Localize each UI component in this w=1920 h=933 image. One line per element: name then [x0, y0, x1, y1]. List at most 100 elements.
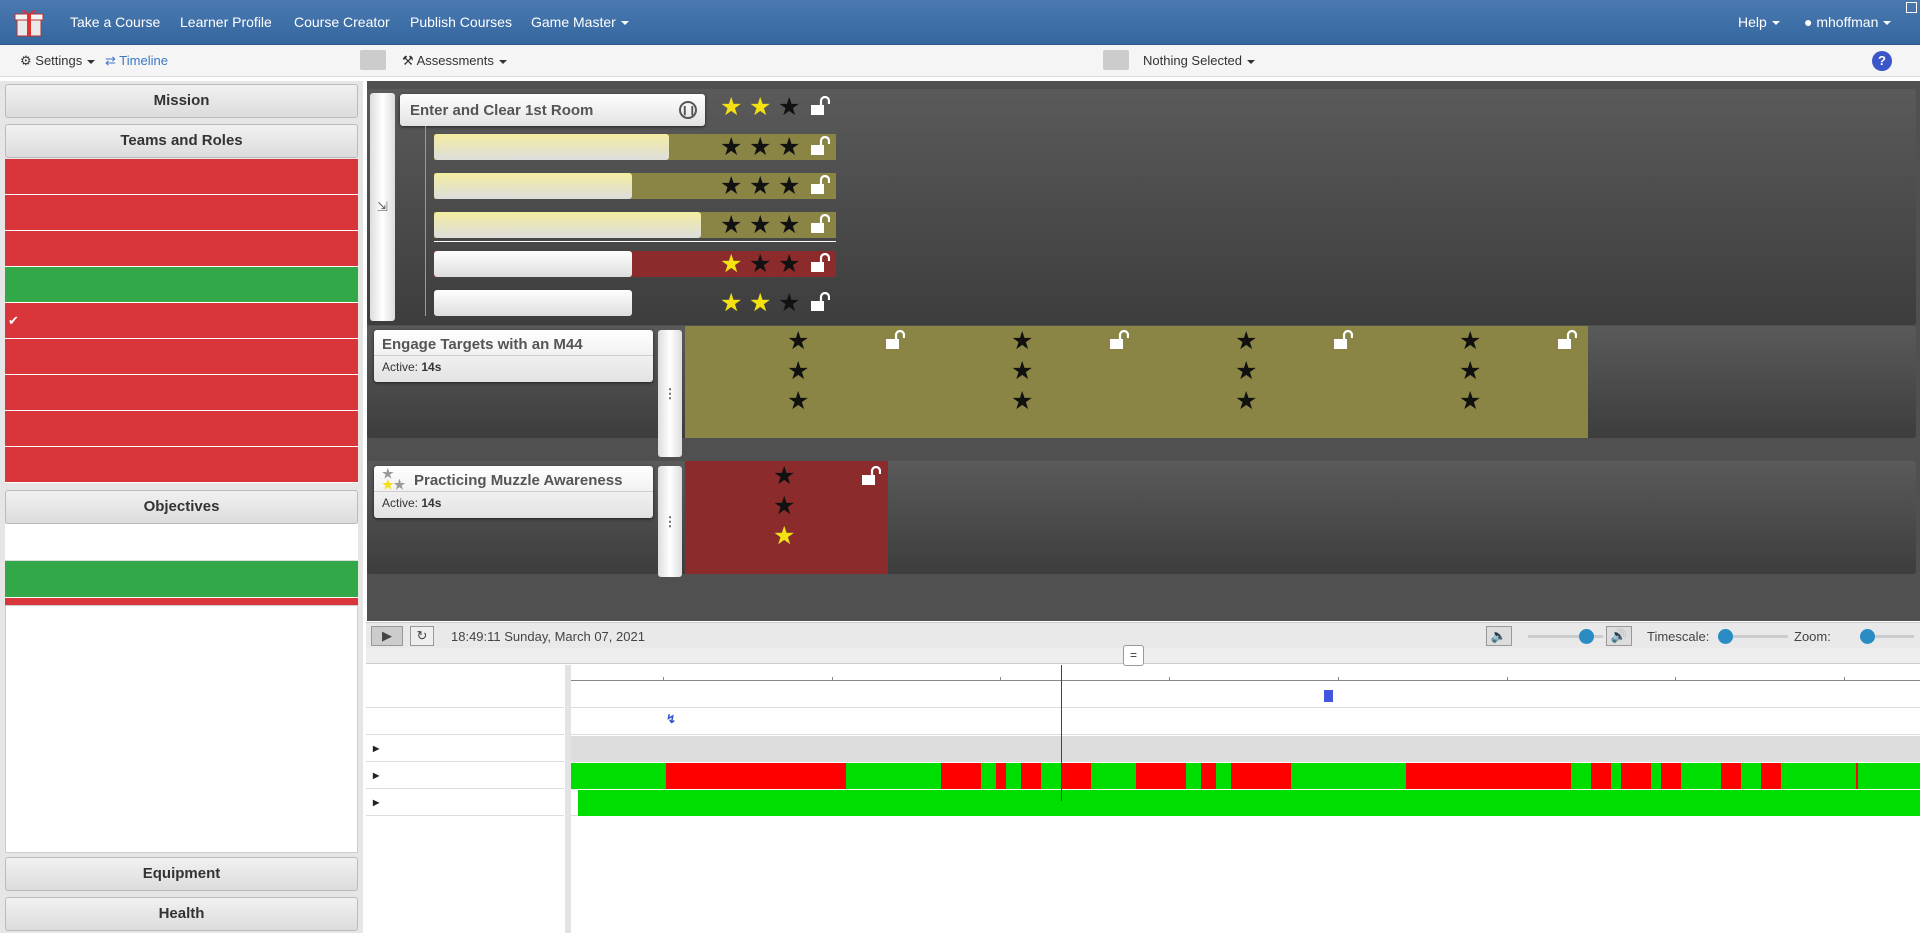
team-row[interactable]: ✔ [5, 303, 358, 339]
mission-header[interactable]: Mission [5, 84, 358, 118]
nav-help[interactable]: Help [1738, 14, 1780, 30]
unlock-icon[interactable] [1333, 330, 1353, 350]
unlock-icon[interactable] [810, 292, 830, 312]
team-row[interactable] [5, 267, 358, 303]
team-row[interactable] [5, 447, 358, 483]
star-icon[interactable]: ★ [787, 327, 810, 355]
volume-up-button[interactable]: 🔊 [1606, 626, 1632, 646]
star-icon[interactable]: ★ [778, 172, 801, 200]
star-icon[interactable]: ★ [1459, 357, 1482, 385]
star-icon[interactable]: ★ [749, 250, 772, 278]
star-icon[interactable]: ★ [778, 289, 801, 317]
star-icon[interactable]: ★ [749, 172, 772, 200]
subtask-card[interactable] [434, 251, 632, 277]
star-icon[interactable]: ★ [720, 133, 743, 161]
collapse-handle[interactable]: ⇲ [370, 93, 395, 321]
mute-button[interactable]: 🔈 [1486, 626, 1512, 646]
star-icon[interactable]: ★ [787, 357, 810, 385]
star-icon[interactable]: ★ [778, 250, 801, 278]
fail-segment[interactable] [941, 763, 981, 789]
enter-clear-bar[interactable] [578, 790, 1920, 816]
fail-segment[interactable] [996, 763, 1006, 789]
restore-window-icon[interactable] [1906, 2, 1917, 13]
unlock-icon[interactable] [861, 466, 881, 486]
help-circle-icon[interactable]: ? [1872, 51, 1892, 71]
nav-take-course[interactable]: Take a Course [70, 14, 161, 30]
star-icon[interactable]: ★ [720, 93, 743, 121]
pause-icon[interactable]: ❙❙ [679, 101, 697, 119]
equipment-header[interactable]: Equipment [5, 857, 358, 891]
fail-segment[interactable] [1721, 763, 1741, 789]
subtask-card[interactable] [434, 212, 701, 238]
health-header[interactable]: Health [5, 897, 358, 931]
team-row[interactable] [5, 375, 358, 411]
caret-right-icon[interactable]: ▶ [373, 798, 380, 807]
star-icon[interactable]: ★ [778, 93, 801, 121]
objective-row[interactable] [5, 561, 358, 598]
zoom-knob[interactable] [1860, 629, 1875, 644]
team-row[interactable] [5, 339, 358, 375]
star-icon[interactable]: ★ [720, 250, 743, 278]
nav-publish-courses[interactable]: Publish Courses [410, 14, 512, 30]
fail-segment[interactable] [1406, 763, 1571, 789]
unlock-icon[interactable] [810, 214, 830, 234]
team-row[interactable] [5, 159, 358, 195]
fail-segment[interactable] [1021, 763, 1041, 789]
star-icon[interactable]: ★ [1235, 357, 1258, 385]
undo-button[interactable] [360, 50, 392, 70]
timescale-slider[interactable] [1718, 629, 1788, 644]
star-icon[interactable]: ★ [749, 289, 772, 317]
subtask-card[interactable] [434, 290, 632, 316]
team-row[interactable] [5, 411, 358, 447]
splitter-handle[interactable]: = [1123, 645, 1144, 666]
star-icon[interactable]: ★ [1011, 327, 1034, 355]
fail-segment[interactable] [1621, 763, 1651, 789]
assessments-menu[interactable]: ⚒ Assessments [402, 53, 507, 69]
selection-menu[interactable]: Nothing Selected [1143, 53, 1256, 68]
fail-segment[interactable] [1661, 763, 1681, 789]
timescale-knob[interactable] [1718, 629, 1733, 644]
star-icon[interactable]: ★ [1459, 387, 1482, 415]
timeline-row-label[interactable] [366, 682, 564, 708]
star-icon[interactable]: ★ [1235, 387, 1258, 415]
star-icon[interactable]: ★ [1011, 387, 1034, 415]
team-row[interactable] [5, 231, 358, 267]
star-icon[interactable]: ★ [1459, 327, 1482, 355]
teams-roles-header[interactable]: Teams and Roles [5, 124, 358, 158]
star-icon[interactable]: ★ [1011, 357, 1034, 385]
nav-course-creator[interactable]: Course Creator [294, 14, 390, 30]
bookmark-icon[interactable] [1324, 690, 1333, 702]
nav-learner-profile[interactable]: Learner Profile [180, 14, 272, 30]
playhead-marker[interactable] [1061, 665, 1062, 801]
nav-game-master[interactable]: Game Master [531, 14, 629, 30]
star-icon[interactable]: ★ [749, 93, 772, 121]
fail-segment[interactable] [1061, 763, 1091, 789]
fail-segment[interactable] [1761, 763, 1781, 789]
task-card-enter-clear[interactable]: Enter and Clear 1st Room ❙❙ [400, 94, 705, 126]
star-icon[interactable]: ★ [787, 387, 810, 415]
star-icon[interactable]: ★ [720, 211, 743, 239]
unlock-icon[interactable] [810, 96, 830, 116]
restart-button[interactable]: ↻ [410, 626, 434, 646]
star-icon[interactable]: ★ [749, 211, 772, 239]
gift-logo-icon[interactable] [14, 6, 44, 38]
star-icon[interactable]: ★ [773, 462, 796, 490]
task-card-muzzle[interactable]: Practicing Muzzle Awareness ★ ★★ Active: … [374, 466, 653, 518]
fail-segment[interactable] [1136, 763, 1186, 789]
star-icon[interactable]: ★ [749, 133, 772, 161]
fail-segment[interactable] [1201, 763, 1216, 789]
objectives-header[interactable]: Objectives [5, 490, 358, 524]
zoom-slider[interactable] [1860, 629, 1914, 644]
timeline-row-label[interactable]: ▶ [366, 763, 564, 789]
timeline-row-label[interactable]: ▶ [366, 790, 564, 816]
unlock-icon[interactable] [885, 330, 905, 350]
caret-right-icon[interactable]: ▶ [373, 771, 380, 780]
fail-segment[interactable] [1231, 763, 1291, 789]
caret-right-icon[interactable]: ▶ [373, 744, 380, 753]
subtask-card[interactable] [434, 173, 632, 199]
timeline-row-label[interactable] [366, 709, 564, 735]
volume-knob[interactable] [1579, 629, 1594, 644]
unlock-icon[interactable] [810, 253, 830, 273]
fail-segment[interactable] [666, 763, 846, 789]
unlock-icon[interactable] [810, 175, 830, 195]
